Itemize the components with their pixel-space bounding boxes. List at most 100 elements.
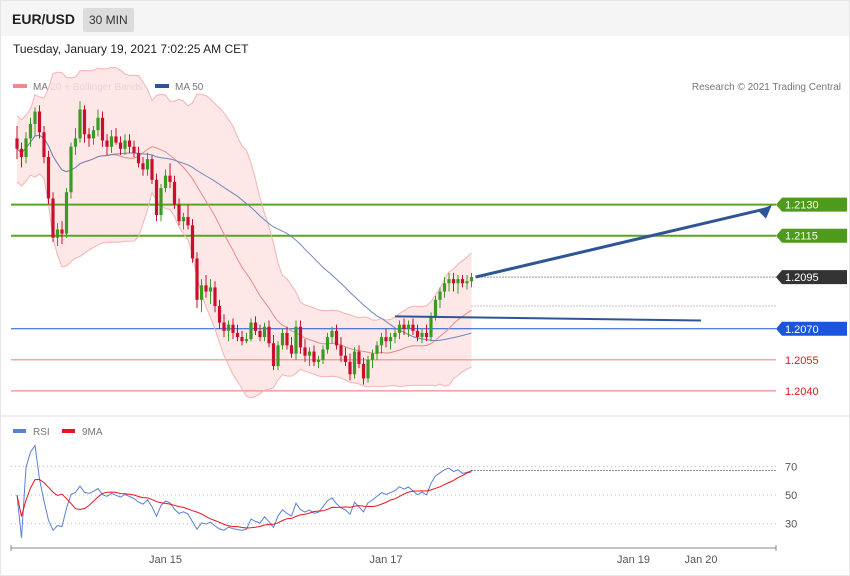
legend-rsi-label: RSI	[33, 427, 50, 438]
candle-body	[60, 229, 64, 234]
rsi-9ma-line	[16, 471, 472, 529]
candle-body	[442, 283, 447, 292]
candle-body	[145, 159, 150, 170]
candle-body	[37, 111, 42, 133]
candle-body	[136, 152, 141, 164]
symbol-title: EUR/USD	[12, 11, 76, 27]
candle-body	[244, 339, 249, 342]
candle-body	[118, 142, 123, 149]
candle-body	[438, 291, 442, 300]
candle-body	[213, 287, 217, 307]
candle-body	[109, 136, 114, 147]
candle-body	[267, 326, 271, 344]
candle-body	[456, 279, 460, 284]
candle-body	[307, 351, 312, 356]
candle-body	[402, 324, 406, 329]
legend-ma20-swatch	[13, 84, 27, 88]
candle-body	[379, 337, 384, 346]
rsi-tick-50: 50	[785, 490, 797, 502]
candle-body	[33, 111, 37, 124]
level-tag-1.2070	[776, 321, 847, 336]
candle-body	[100, 117, 105, 141]
candle-body	[415, 330, 420, 338]
candle-body	[208, 287, 213, 292]
rsi-line	[16, 444, 472, 538]
level-tag-1.2115	[776, 228, 847, 243]
candle-body	[235, 332, 240, 338]
level-value-1.2070: 1.2070	[785, 324, 819, 336]
candle-body	[123, 140, 127, 149]
legend-9ma-swatch	[62, 429, 75, 433]
bollinger-lower-line	[16, 173, 472, 399]
candle-body	[231, 324, 235, 333]
candle-body	[114, 136, 118, 143]
candle-body	[249, 322, 253, 340]
candle-body	[222, 322, 226, 331]
candle-body	[262, 326, 267, 338]
candle-body	[204, 285, 208, 292]
level-tags: 1.2130 1.2115 1.2095 1.2070 1.2055 1.2040	[776, 197, 847, 398]
candle-body	[64, 192, 69, 234]
candle-body	[91, 130, 96, 139]
candle-body	[289, 345, 294, 354]
candle-body	[465, 281, 469, 284]
candle-body	[87, 134, 91, 139]
chart-header: EUR/USD 30 MIN	[1, 1, 849, 36]
candle-body	[343, 355, 348, 362]
candle-body	[105, 140, 109, 147]
candle-body	[24, 138, 28, 158]
candle-body	[132, 146, 136, 153]
neckline-trendline	[394, 315, 702, 322]
candle-body	[447, 279, 451, 284]
candle-body	[46, 157, 51, 199]
candle-body	[433, 299, 438, 317]
arrow-head	[758, 204, 772, 219]
bollinger-band-area	[17, 67, 472, 399]
candle-body	[285, 332, 289, 346]
candle-body	[96, 117, 100, 131]
candle-body	[199, 285, 204, 300]
rsi-tick-70: 70	[785, 461, 797, 473]
candle-body	[127, 140, 132, 147]
candle-body	[420, 332, 424, 338]
projection-arrow	[475, 207, 767, 279]
candle-body	[42, 132, 46, 158]
trendline-and-arrow	[394, 204, 772, 322]
level-value-1.2040: 1.2040	[785, 386, 819, 398]
legend-ma50-swatch	[155, 84, 169, 88]
candle-body	[217, 306, 222, 323]
candle-body	[339, 345, 343, 356]
candle-body	[316, 359, 321, 362]
candle-body	[366, 359, 370, 379]
candle-body	[460, 279, 465, 284]
x-tick-label: Jan 17	[369, 554, 402, 566]
candle-body	[172, 181, 177, 205]
candle-body	[73, 138, 78, 147]
bollinger-band	[17, 67, 472, 399]
rsi-tick-30: 30	[785, 519, 797, 531]
candle-body	[406, 324, 411, 329]
candle-body	[226, 324, 231, 331]
candle-body	[141, 163, 145, 170]
candle-body	[51, 198, 55, 238]
candle-body	[159, 188, 163, 215]
candle-body	[298, 326, 303, 348]
rsi-panel: 70 50 30	[11, 444, 797, 538]
candle-body	[451, 279, 456, 284]
candle-body	[361, 363, 366, 379]
candle-body	[163, 175, 168, 189]
candle-body	[294, 326, 298, 354]
candle-body	[325, 337, 330, 350]
level-tag-1.2095	[776, 270, 847, 285]
candle-body	[321, 349, 325, 360]
candle-body	[411, 324, 415, 331]
candle-body	[69, 146, 73, 193]
time-axis: Jan 15 Jan 17 Jan 19 Jan 20	[10, 545, 777, 566]
candle-body	[240, 337, 244, 342]
timeframe-badge[interactable]: 30 MIN	[83, 8, 134, 32]
candle-body	[150, 159, 154, 180]
candle-body	[330, 330, 334, 338]
candle-body	[303, 347, 307, 356]
candle-body	[28, 123, 33, 139]
candle-body	[195, 258, 199, 300]
